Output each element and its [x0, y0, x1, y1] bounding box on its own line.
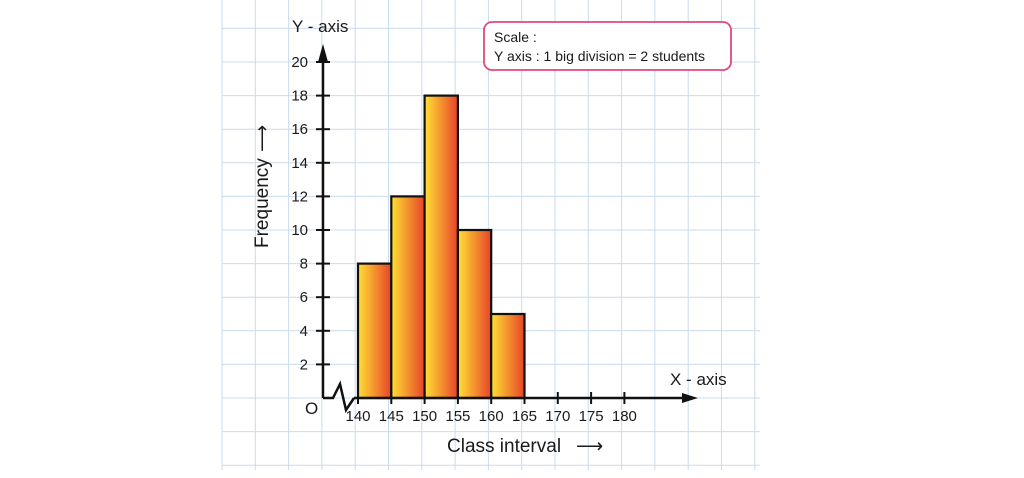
x-tick-label: 160 — [479, 408, 504, 425]
x-tick-label: 165 — [512, 408, 537, 425]
x-tick-label: 175 — [579, 408, 604, 425]
y-tick-label: 18 — [291, 88, 308, 105]
histogram-bar-160-165 — [490, 312, 526, 400]
x-ticks: 140 145 150 155 160 165 170 175 180 — [345, 392, 637, 425]
x-axis-title-arrow: ⟶ — [576, 436, 603, 457]
x-tick-label: 150 — [412, 408, 437, 425]
scale-note-box — [483, 21, 732, 71]
y-axis-arrowhead — [318, 44, 328, 62]
y-axis-title-group: Frequency ⟶ — [252, 125, 273, 248]
y-tick-label: 16 — [291, 121, 308, 138]
y-tick-label: 4 — [300, 323, 308, 340]
y-tick-label: 10 — [291, 222, 308, 239]
x-tick-label: 170 — [545, 408, 570, 425]
scale-note-text: Y axis : 1 big division = 2 students — [494, 48, 705, 64]
bars — [356, 94, 526, 400]
y-tick-label: 2 — [300, 356, 308, 373]
x-tick-label: 140 — [345, 408, 370, 425]
y-axis-title-arrow: ⟶ — [252, 125, 273, 152]
y-tick-label: 6 — [300, 289, 308, 306]
x-tick-label: 180 — [612, 408, 637, 425]
histogram-bar-155-160 — [456, 228, 493, 400]
x-axis-name: X - axis — [670, 370, 727, 389]
y-tick-label: 12 — [291, 188, 308, 205]
origin-label: O — [305, 399, 318, 418]
axis-break-zigzag — [323, 380, 356, 414]
scale-note-title: Scale : — [494, 29, 537, 45]
x-tick-label: 145 — [379, 408, 404, 425]
x-tick-label: 155 — [445, 408, 470, 425]
x-axis-title-group: Class interval ⟶ — [447, 436, 603, 457]
x-axis-title: Class interval — [447, 436, 561, 457]
y-axis-title: Frequency — [252, 158, 273, 248]
histogram-bar-140-145 — [356, 262, 393, 400]
y-ticks: 2 4 6 8 10 12 14 16 18 20 — [291, 54, 330, 373]
y-tick-label: 14 — [291, 155, 308, 172]
y-tick-label: 20 — [291, 54, 308, 71]
scale-note: Scale : Y axis : 1 big division = 2 stud… — [483, 21, 732, 71]
y-axis-name: Y - axis — [292, 17, 348, 36]
x-axis-arrowhead — [682, 393, 698, 403]
y-tick-label: 8 — [300, 256, 308, 273]
histogram-bar-150-155 — [423, 94, 460, 400]
histogram-bar-145-150 — [390, 195, 426, 400]
